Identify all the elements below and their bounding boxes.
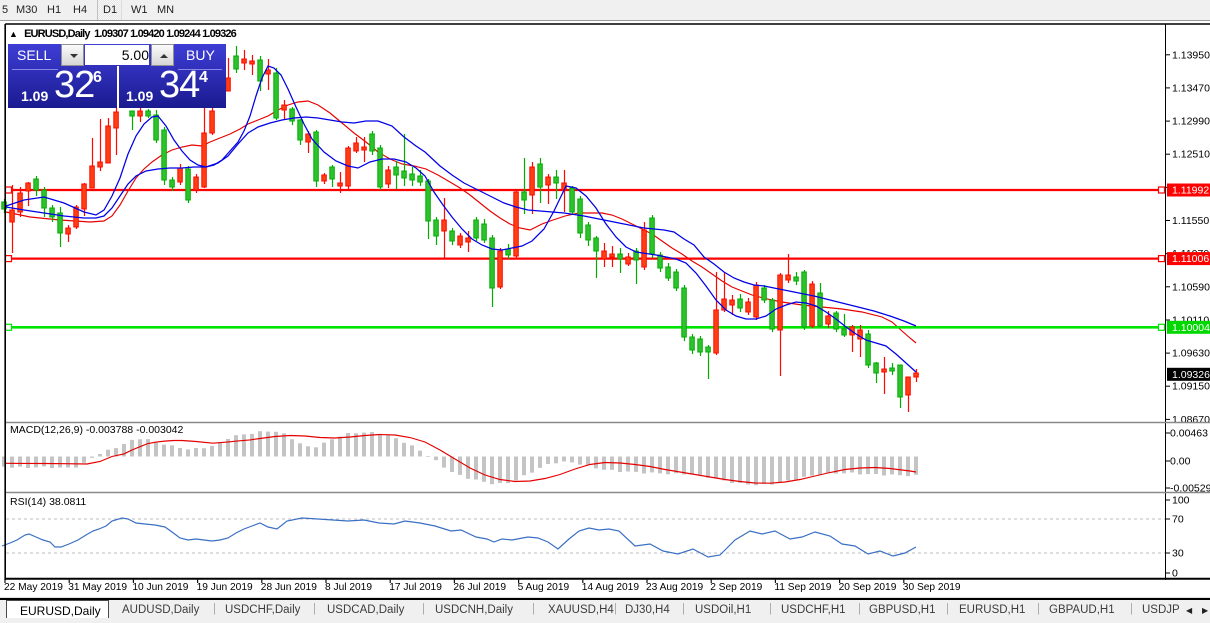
svg-text:1.08670: 1.08670 [1172,414,1210,426]
svg-text:17 Jul 2019: 17 Jul 2019 [389,582,442,593]
svg-text:23 Aug 2019: 23 Aug 2019 [646,582,704,593]
svg-text:2 Sep 2019: 2 Sep 2019 [710,582,762,593]
svg-text:19 Jun 2019: 19 Jun 2019 [197,582,253,593]
svg-text:RSI(14) 38.0811: RSI(14) 38.0811 [10,496,86,508]
svg-text:1.11550: 1.11550 [1172,215,1209,227]
svg-text:1.09326: 1.09326 [1172,369,1210,381]
svg-text:0.00463: 0.00463 [1170,428,1208,440]
svg-text:-0.005295: -0.005295 [1170,483,1210,495]
svg-text:1.10590: 1.10590 [1172,281,1210,293]
svg-text:8 Jul 2019: 8 Jul 2019 [325,582,372,593]
svg-text:31 May 2019: 31 May 2019 [68,582,127,593]
svg-text:1.13470: 1.13470 [1172,82,1210,94]
svg-text:1.11006: 1.11006 [1172,253,1209,265]
svg-text:5 Aug 2019: 5 Aug 2019 [518,582,570,593]
svg-text:26 Jul 2019: 26 Jul 2019 [453,582,506,593]
svg-text:14 Aug 2019: 14 Aug 2019 [582,582,640,593]
svg-text:22 May 2019: 22 May 2019 [4,582,63,593]
svg-text:0.00: 0.00 [1170,456,1191,468]
svg-text:1.10004: 1.10004 [1172,322,1210,334]
svg-text:30 Sep 2019: 30 Sep 2019 [903,582,961,593]
svg-text:1.09150: 1.09150 [1172,381,1210,393]
svg-text:MACD(12,26,9) -0.003788 -0.003: MACD(12,26,9) -0.003788 -0.003042 [10,424,184,436]
svg-text:70: 70 [1172,514,1184,526]
svg-text:30: 30 [1172,548,1184,560]
svg-text:100: 100 [1172,495,1190,507]
svg-text:1.12510: 1.12510 [1172,149,1210,161]
svg-text:10 Jun 2019: 10 Jun 2019 [132,582,188,593]
svg-text:1.13950: 1.13950 [1172,49,1210,61]
svg-text:20 Sep 2019: 20 Sep 2019 [839,582,897,593]
svg-text:11 Sep 2019: 11 Sep 2019 [774,582,831,593]
svg-text:1.12990: 1.12990 [1172,116,1210,128]
svg-text:28 Jun 2019: 28 Jun 2019 [261,582,317,593]
svg-text:0: 0 [1172,568,1178,580]
svg-text:1.11992: 1.11992 [1172,185,1209,197]
svg-text:1.09630: 1.09630 [1172,348,1210,360]
